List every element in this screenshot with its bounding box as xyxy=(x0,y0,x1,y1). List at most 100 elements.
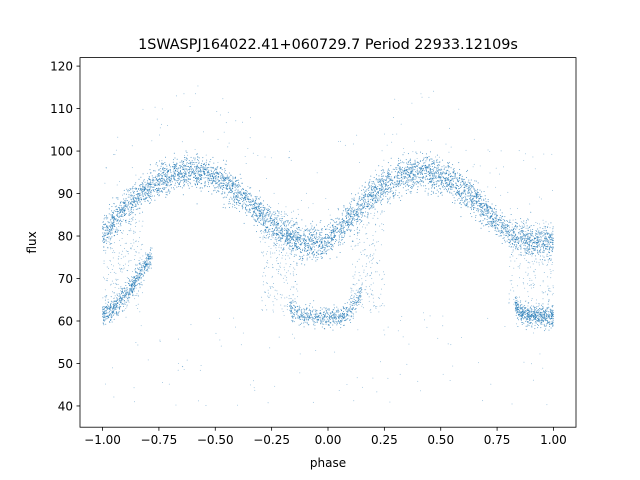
data-point xyxy=(268,214,270,216)
data-point xyxy=(459,187,461,189)
data-point xyxy=(284,227,286,229)
data-point xyxy=(321,258,323,260)
data-point xyxy=(372,194,374,196)
data-point xyxy=(463,182,465,184)
data-point xyxy=(227,178,229,180)
data-point xyxy=(398,160,400,162)
data-point xyxy=(153,191,155,193)
data-point xyxy=(208,179,210,181)
data-point xyxy=(223,187,225,189)
data-point xyxy=(327,240,329,242)
data-point xyxy=(197,156,199,158)
data-point xyxy=(540,249,542,251)
data-point xyxy=(386,185,388,187)
data-point xyxy=(314,246,316,248)
data-point xyxy=(325,243,327,245)
data-point xyxy=(224,179,226,181)
data-point xyxy=(479,214,481,216)
data-point xyxy=(174,171,176,173)
data-point xyxy=(154,184,156,186)
data-point xyxy=(469,185,471,187)
data-point xyxy=(322,246,324,248)
data-point xyxy=(518,240,520,242)
data-point xyxy=(483,205,485,207)
data-point xyxy=(357,216,359,218)
data-point xyxy=(492,226,494,228)
data-point xyxy=(357,204,359,206)
data-point xyxy=(342,228,344,230)
data-point xyxy=(527,243,529,245)
data-point xyxy=(239,199,241,201)
data-point xyxy=(451,178,453,180)
data-point xyxy=(409,184,411,186)
data-point xyxy=(325,233,327,235)
data-point xyxy=(342,217,344,219)
data-point xyxy=(541,244,543,246)
data-point xyxy=(463,178,465,180)
data-point xyxy=(478,198,480,200)
data-point xyxy=(491,203,493,205)
data-point xyxy=(511,233,513,235)
data-point xyxy=(324,248,326,250)
data-point xyxy=(536,242,538,244)
data-point xyxy=(522,241,524,243)
data-point xyxy=(368,183,370,185)
data-point xyxy=(413,178,415,180)
data-point xyxy=(383,195,385,197)
data-point xyxy=(284,242,286,244)
data-point xyxy=(410,187,412,189)
data-point xyxy=(296,234,298,236)
data-point xyxy=(527,249,529,251)
data-point xyxy=(352,218,354,220)
data-point xyxy=(381,194,383,196)
data-point xyxy=(166,175,168,177)
data-point xyxy=(433,184,435,186)
data-point xyxy=(461,177,463,179)
data-point xyxy=(483,198,485,200)
data-point xyxy=(132,206,134,208)
data-point xyxy=(359,229,361,231)
data-point xyxy=(297,245,299,247)
data-point xyxy=(190,156,192,158)
data-point xyxy=(143,190,145,192)
data-point xyxy=(332,236,334,238)
data-point xyxy=(496,220,498,222)
data-point xyxy=(439,169,441,171)
data-point xyxy=(124,220,126,222)
data-point xyxy=(175,166,177,168)
data-point xyxy=(402,178,404,180)
data-point xyxy=(361,204,363,206)
data-point xyxy=(335,238,337,240)
data-point xyxy=(311,240,313,242)
data-point xyxy=(432,176,434,178)
data-point xyxy=(175,165,177,167)
data-point xyxy=(308,246,310,248)
data-point xyxy=(255,212,257,214)
data-point xyxy=(188,187,190,189)
data-point xyxy=(375,197,377,199)
data-point xyxy=(518,233,520,235)
data-point xyxy=(280,218,282,220)
data-point xyxy=(225,187,227,189)
data-point xyxy=(122,216,124,218)
data-point xyxy=(399,159,401,161)
data-point xyxy=(365,194,367,196)
data-point xyxy=(351,193,353,195)
data-point xyxy=(234,192,236,194)
data-point xyxy=(140,197,142,199)
data-point xyxy=(432,175,434,177)
data-point xyxy=(508,234,510,236)
data-point xyxy=(149,187,151,189)
data-point xyxy=(390,179,392,181)
data-point xyxy=(318,236,320,238)
data-point xyxy=(280,221,282,223)
data-point xyxy=(416,191,418,193)
data-point xyxy=(506,220,508,222)
data-point xyxy=(514,246,516,248)
data-point xyxy=(230,187,232,189)
data-point xyxy=(375,186,377,188)
data-point xyxy=(385,191,387,193)
data-point xyxy=(173,173,175,175)
data-point xyxy=(402,172,404,174)
data-point xyxy=(129,206,131,208)
